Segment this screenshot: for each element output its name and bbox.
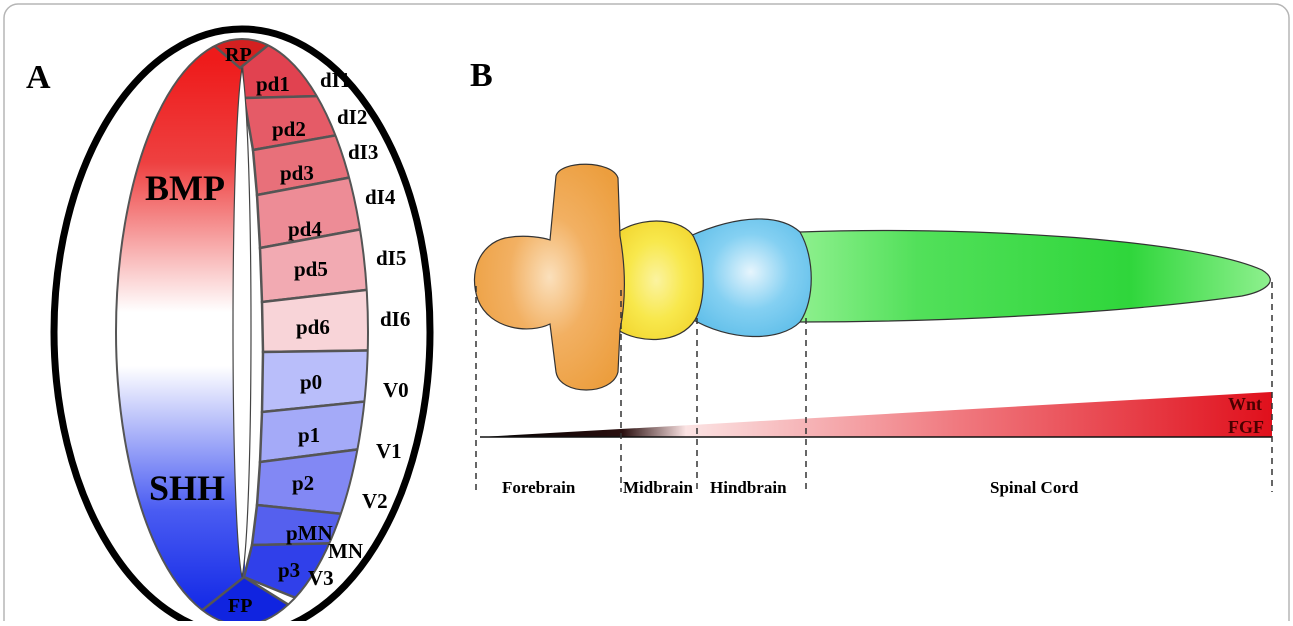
forebrain-shape	[473, 163, 626, 391]
wnt-fgf-gradient	[480, 392, 1272, 437]
central-canal	[232, 67, 252, 578]
spinal-cord-shape	[799, 229, 1271, 323]
wnt-label: Wnt	[1228, 394, 1262, 414]
region-label-hindbrain: Hindbrain	[710, 478, 787, 497]
shh-label: SHH	[149, 468, 225, 508]
domain-labels: pd1 pd2 pd3 pd4 pd5 pd6 p0 p1 p2 pMN p3	[256, 72, 333, 582]
neuron-label-v3: V3	[308, 566, 334, 590]
region-label-forebrain: Forebrain	[502, 478, 576, 497]
region-boundaries	[475, 282, 1273, 492]
domain-label-pd1: pd1	[256, 72, 290, 96]
domain-label-pd3: pd3	[280, 161, 314, 185]
neuron-label-mn: MN	[328, 539, 363, 563]
region-label-midbrain: Midbrain	[623, 478, 693, 497]
figure-border	[3, 3, 1290, 626]
domain-label-p1: p1	[298, 423, 320, 447]
neuron-label-di1: dI1	[320, 68, 350, 92]
hindbrain-shape	[689, 218, 812, 338]
region-labels: Forebrain Midbrain Hindbrain Spinal Cord	[502, 478, 1079, 497]
panel-b-letter: B	[470, 57, 493, 94]
midbrain-shape	[617, 220, 704, 341]
domain-label-pd6: pd6	[296, 315, 330, 339]
panel-a: A	[26, 25, 434, 626]
bmp-label: BMP	[145, 168, 225, 208]
panel-a-letter: A	[26, 59, 51, 96]
neuron-label-di3: dI3	[348, 140, 378, 164]
domain-label-pd5: pd5	[294, 257, 328, 281]
fp-label: FP	[228, 595, 252, 617]
neuron-label-di5: dI5	[376, 246, 406, 270]
rp-label: RP	[225, 44, 252, 66]
domain-label-pd2: pd2	[272, 117, 306, 141]
domain-pd6-band	[260, 284, 368, 354]
neuron-label-v0: V0	[383, 378, 409, 402]
region-label-spinal-cord: Spinal Cord	[990, 478, 1079, 497]
neuron-label-di2: dI2	[337, 105, 367, 129]
neuron-label-di6: dI6	[380, 307, 410, 331]
neuron-label-v1: V1	[376, 439, 402, 463]
panel-b: B Wnt FGF Forebrain Midbrain Hindbrain S…	[470, 57, 1273, 497]
domain-label-pd4: pd4	[288, 217, 322, 241]
neuron-label-v2: V2	[362, 489, 388, 513]
domain-label-pmn: pMN	[286, 521, 333, 545]
neuron-label-di4: dI4	[365, 185, 396, 209]
domain-label-p2: p2	[292, 471, 314, 495]
domain-label-p3: p3	[278, 558, 300, 582]
neuron-labels: dI1 dI2 dI3 dI4 dI5 dI6 V0 V1 V2 MN V3	[308, 68, 410, 590]
fgf-label: FGF	[1228, 417, 1264, 437]
domain-label-p0: p0	[300, 370, 322, 394]
